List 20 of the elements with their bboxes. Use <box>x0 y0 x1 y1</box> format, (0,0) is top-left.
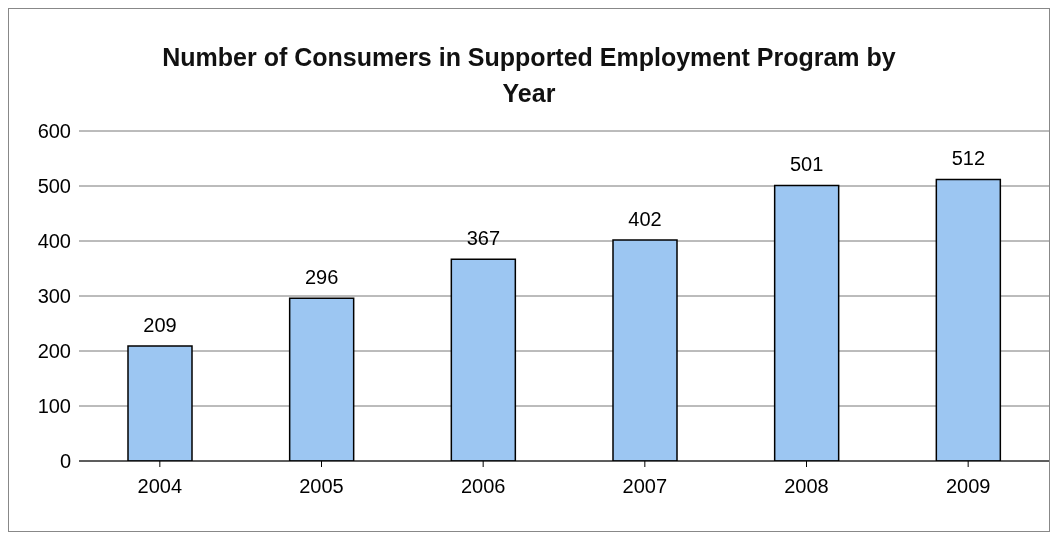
data-label: 367 <box>466 227 501 250</box>
x-tick-label: 2006 <box>460 475 506 498</box>
y-tick-label: 300 <box>37 285 71 308</box>
y-tick-label: 400 <box>37 230 71 253</box>
y-tick-label: 600 <box>37 120 71 143</box>
y-tick-label: 500 <box>37 175 71 198</box>
data-label: 296 <box>304 266 339 289</box>
x-tick-label: 2007 <box>622 475 668 498</box>
data-label: 402 <box>628 207 662 230</box>
y-tick-label: 0 <box>59 450 71 473</box>
data-label: 209 <box>143 314 177 337</box>
chart-title: Number of Consumers in Supported Employment Program by Year <box>161 42 897 109</box>
x-tick-label: 2004 <box>137 475 183 498</box>
data-label: 512 <box>951 147 986 170</box>
y-tick-label: 200 <box>37 340 71 363</box>
data-label: 501 <box>789 153 824 176</box>
y-tick-label: 100 <box>37 395 71 418</box>
x-tick-label: 2009 <box>945 475 991 498</box>
x-tick-label: 2005 <box>299 475 344 498</box>
x-tick-label: 2008 <box>784 475 829 498</box>
